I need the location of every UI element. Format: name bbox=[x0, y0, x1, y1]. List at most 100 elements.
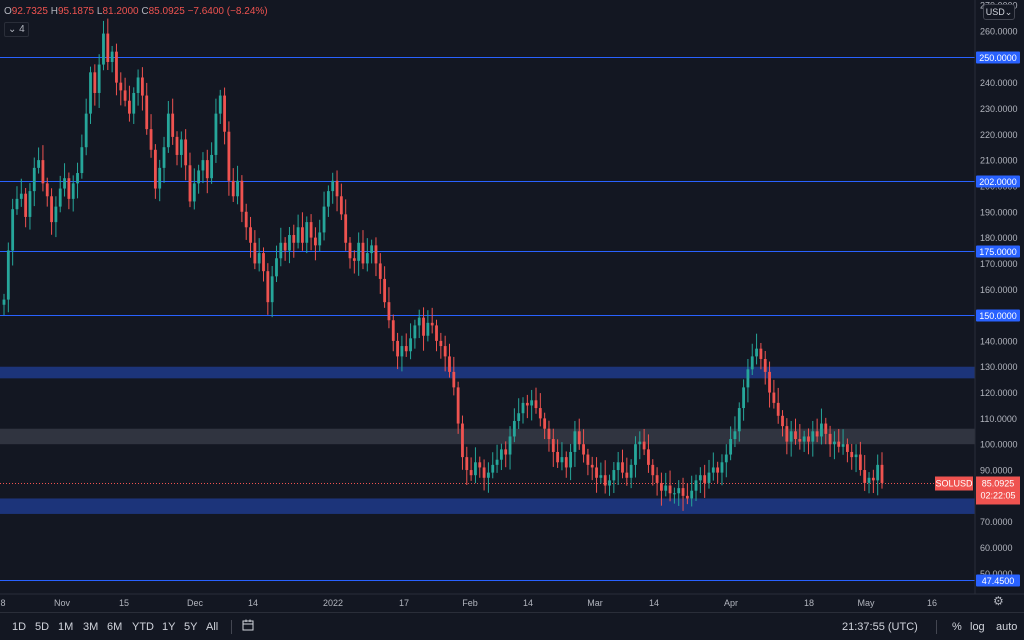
candle bbox=[815, 418, 819, 443]
candle-body bbox=[296, 227, 300, 243]
candle bbox=[698, 467, 702, 494]
candle bbox=[755, 333, 758, 365]
candlestick-chart[interactable]: 50.000060.000070.000080.000090.0000100.0… bbox=[0, 0, 1024, 612]
candle-body bbox=[781, 415, 784, 427]
candle bbox=[292, 224, 296, 258]
candle bbox=[595, 457, 598, 493]
candle-body bbox=[80, 147, 84, 174]
last-price-label: 85.0925 bbox=[982, 479, 1015, 489]
candle bbox=[694, 474, 698, 502]
range-ytd[interactable]: YTD bbox=[132, 621, 154, 633]
candle-body bbox=[469, 470, 473, 476]
candle bbox=[218, 89, 222, 124]
candle-body bbox=[2, 299, 6, 305]
candle-body bbox=[841, 444, 845, 447]
candle bbox=[374, 237, 378, 277]
currency-dropdown[interactable]: USD⌄ bbox=[983, 4, 1015, 20]
candle bbox=[214, 98, 218, 163]
candle-body bbox=[564, 457, 568, 468]
range-6m[interactable]: 6M bbox=[107, 621, 123, 633]
candle bbox=[110, 45, 114, 73]
time-axis[interactable]: 8 Nov 15 Dec 14 2022 17 Feb 14 Mar 14 Apr 18 May 16 bbox=[0, 598, 937, 608]
high-label: H bbox=[50, 6, 58, 17]
candle-body bbox=[102, 33, 105, 65]
x-tick-2: 15 bbox=[119, 598, 129, 608]
candle-body bbox=[41, 160, 45, 184]
candle bbox=[339, 183, 343, 221]
gear-icon[interactable]: ⚙ bbox=[993, 594, 1004, 608]
candle bbox=[11, 198, 15, 266]
candle bbox=[162, 136, 166, 183]
candle bbox=[867, 472, 871, 494]
candle bbox=[128, 85, 131, 122]
candle bbox=[326, 185, 330, 217]
candle bbox=[737, 402, 741, 442]
candle-body bbox=[128, 100, 131, 114]
candle bbox=[651, 459, 655, 486]
countdown-label: 02:22:05 bbox=[980, 491, 1015, 501]
candle-body bbox=[681, 488, 685, 496]
candle-body bbox=[413, 325, 417, 339]
candle-body bbox=[110, 51, 114, 62]
candle-body bbox=[97, 64, 101, 93]
candle bbox=[551, 428, 555, 467]
log-toggle[interactable]: log bbox=[970, 621, 985, 633]
candle bbox=[171, 98, 175, 145]
candle-body bbox=[123, 90, 127, 101]
calendar-icon[interactable] bbox=[242, 619, 254, 631]
level-tag-label-1: 202.0000 bbox=[979, 177, 1017, 187]
candle-body bbox=[763, 358, 767, 372]
range-all[interactable]: All bbox=[206, 621, 219, 633]
candle bbox=[335, 170, 339, 212]
range-1d[interactable]: 1D bbox=[12, 621, 27, 633]
auto-toggle[interactable]: auto bbox=[996, 621, 1018, 633]
candle bbox=[201, 152, 205, 184]
candle bbox=[409, 323, 412, 360]
candle-body bbox=[430, 322, 434, 326]
candle bbox=[863, 455, 867, 491]
candle-body bbox=[828, 433, 832, 445]
candle-body bbox=[145, 95, 149, 130]
candle bbox=[672, 487, 676, 504]
candle-body bbox=[534, 400, 538, 409]
candle bbox=[573, 420, 577, 467]
candle bbox=[309, 214, 313, 251]
close-label: C bbox=[141, 6, 149, 17]
candle bbox=[119, 72, 123, 106]
percent-toggle[interactable]: % bbox=[952, 621, 962, 633]
range-1m[interactable]: 1M bbox=[58, 621, 74, 633]
candle-body bbox=[50, 196, 53, 223]
range-1y[interactable]: 1Y bbox=[162, 621, 176, 633]
candle bbox=[556, 439, 560, 468]
candle-body bbox=[275, 258, 278, 277]
candle bbox=[383, 266, 387, 308]
candle bbox=[400, 335, 404, 372]
candle bbox=[448, 343, 451, 378]
level-tag-label-4: 47.4500 bbox=[982, 576, 1015, 586]
candle bbox=[231, 168, 235, 202]
utc-clock[interactable]: 21:37:55 (UTC) bbox=[842, 621, 918, 633]
y-tick-18: 230.0000 bbox=[980, 104, 1018, 114]
range-5d[interactable]: 5D bbox=[35, 621, 50, 633]
toolbar-divider bbox=[936, 620, 937, 634]
candle-body bbox=[512, 420, 516, 437]
candle bbox=[348, 237, 352, 269]
candle bbox=[37, 147, 41, 174]
horizontal-levels[interactable] bbox=[0, 57, 975, 581]
candle bbox=[642, 428, 646, 456]
candle-body bbox=[569, 451, 572, 468]
candle bbox=[253, 230, 257, 270]
candle-body bbox=[685, 495, 689, 499]
range-3m[interactable]: 3M bbox=[83, 621, 99, 633]
candle bbox=[365, 238, 369, 272]
range-5y[interactable]: 5Y bbox=[184, 621, 198, 633]
candle bbox=[344, 199, 348, 251]
x-tick-14: 16 bbox=[927, 598, 937, 608]
candle bbox=[647, 434, 650, 473]
candle bbox=[841, 429, 845, 455]
indicators-toggle[interactable]: ⌄ 4 bbox=[4, 22, 29, 37]
blue-zone-130 bbox=[0, 366, 975, 379]
candle-body bbox=[214, 113, 218, 155]
candle-body bbox=[223, 95, 226, 132]
candle-body bbox=[724, 454, 728, 463]
